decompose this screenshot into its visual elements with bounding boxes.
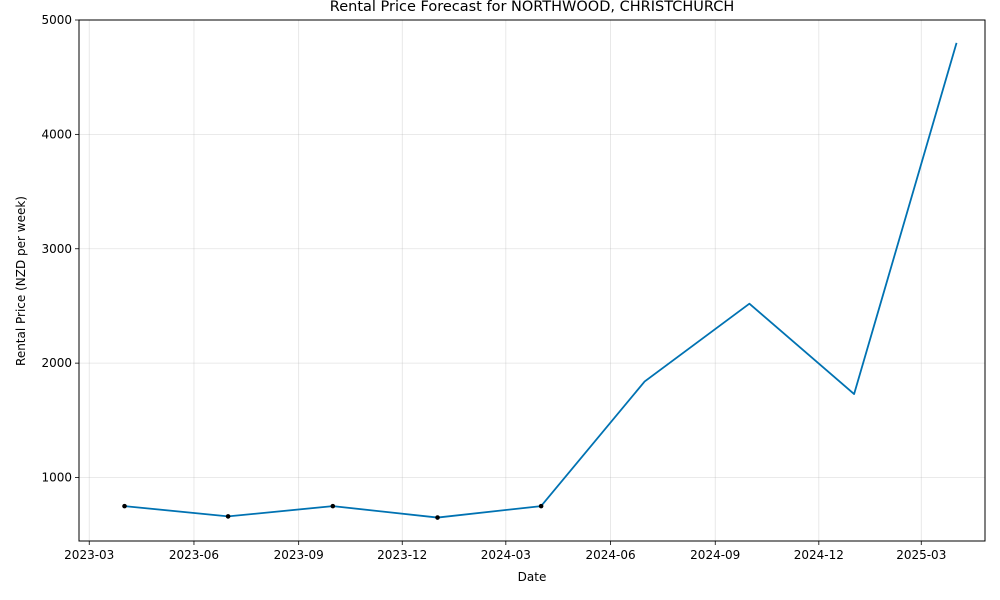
y-tick-label: 1000	[41, 471, 72, 485]
observed-point	[225, 514, 231, 519]
x-tick-label: 2024-06	[585, 548, 635, 562]
x-axis-label: Date	[518, 570, 547, 584]
observed-point	[330, 503, 336, 509]
y-axis: 1000 2000 3000 4000 5000	[41, 13, 79, 485]
axes-frame	[78, 19, 986, 542]
x-tick-label: 2023-09	[274, 548, 324, 562]
x-axis: 2023-03 2023-06 2023-09 2023-12 2024-03 2024-…	[64, 541, 946, 562]
y-tick-label: 2000	[41, 356, 72, 370]
grid	[79, 19, 985, 541]
y-tick-label: 5000	[41, 13, 72, 27]
observed-point	[122, 503, 127, 509]
y-tick-label: 4000	[41, 127, 72, 141]
x-tick-label: 2024-12	[794, 548, 844, 562]
y-axis-label: Rental Price (NZD per week)	[14, 196, 28, 366]
chart-title: Rental Price Forecast for NORTHWOOD, CHR…	[330, 0, 734, 15]
x-tick-label: 2023-06	[169, 548, 219, 562]
x-tick-label: 2024-03	[481, 548, 531, 562]
y-tick-label: 3000	[41, 242, 72, 256]
observed-point	[538, 503, 544, 509]
x-tick-label: 2024-09	[690, 548, 740, 562]
observed-point	[435, 515, 440, 520]
x-tick-label: 2023-12	[377, 548, 427, 562]
x-tick-label: 2023-03	[64, 548, 114, 562]
forecast-line	[124, 42, 958, 519]
x-tick-label: 2025-03	[896, 548, 946, 562]
plot-area	[122, 42, 958, 520]
